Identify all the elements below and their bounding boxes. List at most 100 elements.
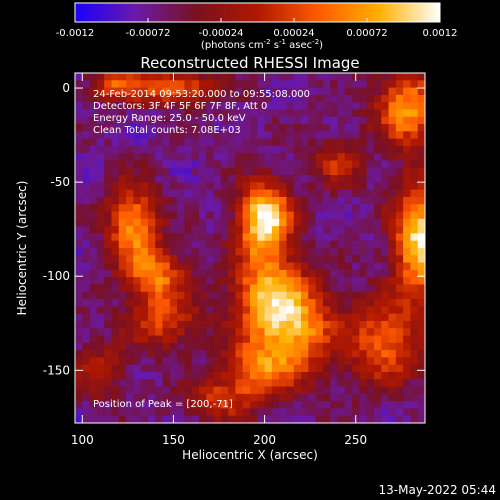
heatmap-cell xyxy=(388,371,397,380)
heatmap-cell xyxy=(410,393,419,402)
heatmap-cell xyxy=(344,153,353,161)
heatmap-cell xyxy=(308,109,317,118)
heatmap-cell xyxy=(286,364,295,373)
heatmap-cell xyxy=(228,153,236,161)
heatmap-cell xyxy=(184,73,193,81)
heatmap-cell xyxy=(104,320,112,329)
heatmap-cell xyxy=(177,145,185,154)
heatmap-cell xyxy=(206,189,214,198)
heatmap-cell xyxy=(308,342,317,351)
heatmap-cell xyxy=(213,196,222,205)
heatmap-cell xyxy=(293,277,302,285)
heatmap-cell xyxy=(322,415,331,423)
heatmap-cell xyxy=(410,167,419,176)
heatmap-cell xyxy=(242,102,251,110)
heatmap-cell xyxy=(410,415,419,423)
heatmap-cell xyxy=(257,182,265,191)
heatmap-cell xyxy=(89,291,98,300)
heatmap-cell xyxy=(133,124,142,132)
heatmap-cell xyxy=(104,401,112,409)
heatmap-cell xyxy=(286,196,295,205)
heatmap-cell xyxy=(417,386,425,395)
heatmap-cell xyxy=(155,211,163,220)
heatmap-cell xyxy=(410,124,419,132)
heatmap-cell xyxy=(337,371,346,380)
heatmap-cell xyxy=(220,386,229,395)
heatmap-cell xyxy=(75,335,83,344)
heatmap-cell xyxy=(373,102,382,110)
heatmap-cell xyxy=(366,306,375,315)
heatmap-cell xyxy=(89,357,98,366)
heatmap-cell xyxy=(82,73,90,81)
heatmap-cell xyxy=(315,153,324,161)
heatmap-cell xyxy=(352,167,360,176)
heatmap-cell xyxy=(82,371,90,380)
heatmap-cell xyxy=(293,364,302,373)
heatmap-cell xyxy=(271,94,280,103)
heatmap-cell xyxy=(271,335,280,344)
heatmap-cell xyxy=(75,160,83,169)
heatmap-cell xyxy=(126,240,134,249)
heatmap-cell xyxy=(147,175,156,183)
heatmap-cell xyxy=(395,328,404,336)
heatmap-cell xyxy=(89,371,98,380)
heatmap-cell xyxy=(198,109,207,118)
heatmap-cell xyxy=(184,138,193,147)
heatmap-cell xyxy=(104,291,112,300)
heatmap-cell xyxy=(228,102,236,110)
heatmap-cell xyxy=(96,73,105,81)
heatmap-cell xyxy=(395,167,404,176)
heatmap-cell xyxy=(177,182,185,191)
heatmap-cell xyxy=(104,335,112,344)
heatmap-cell xyxy=(279,408,287,417)
heatmap-cell xyxy=(359,328,368,336)
heatmap-cell xyxy=(395,218,404,227)
heatmap-cell xyxy=(206,211,214,220)
heatmap-cell xyxy=(366,371,375,380)
heatmap-cell xyxy=(140,248,149,256)
heatmap-cell xyxy=(198,379,207,387)
heatmap-cell xyxy=(96,233,105,242)
heatmap-cell xyxy=(118,335,127,344)
heatmap-cell xyxy=(264,116,273,125)
heatmap-cell xyxy=(388,87,397,96)
heatmap-cell xyxy=(147,167,156,176)
heatmap-cell xyxy=(184,415,193,423)
heatmap-cell xyxy=(228,277,236,285)
heatmap-cell xyxy=(89,218,98,227)
heatmap-cell xyxy=(352,269,360,278)
heatmap-cell xyxy=(293,342,302,351)
heatmap-cell xyxy=(301,415,309,423)
heatmap-cell xyxy=(184,350,193,358)
heatmap-cell xyxy=(344,131,353,140)
heatmap-cell xyxy=(366,233,375,242)
heatmap-cell xyxy=(177,284,185,293)
heatmap-cell xyxy=(206,393,214,402)
heatmap-cell xyxy=(250,102,258,110)
heatmap-cell xyxy=(89,131,98,140)
heatmap-cell xyxy=(308,313,317,322)
heatmap-cell xyxy=(322,357,331,366)
heatmap-cell xyxy=(250,335,258,344)
heatmap-cell xyxy=(271,124,280,132)
heatmap-cell xyxy=(388,160,397,169)
heatmap-cell xyxy=(344,211,353,220)
heatmap-cell xyxy=(308,131,317,140)
heatmap-cell xyxy=(191,299,200,307)
heatmap-cell xyxy=(155,94,163,103)
heatmap-cell xyxy=(96,415,105,423)
heatmap-cell xyxy=(388,299,397,307)
heatmap-cell xyxy=(111,364,120,373)
y-axis-label: Heliocentric Y (arcsec) xyxy=(15,181,29,316)
heatmap-cell xyxy=(111,73,120,81)
heatmap-cell xyxy=(271,102,280,110)
heatmap-cell xyxy=(118,379,127,387)
heatmap-cell xyxy=(344,124,353,132)
heatmap-cell xyxy=(352,350,360,358)
heatmap-cell xyxy=(104,73,112,81)
colorbar-tick-label: -0.00024 xyxy=(199,28,244,39)
heatmap-cell xyxy=(177,240,185,249)
heatmap-cell xyxy=(235,408,244,417)
heatmap-cell xyxy=(286,408,295,417)
heatmap-cell xyxy=(337,269,346,278)
